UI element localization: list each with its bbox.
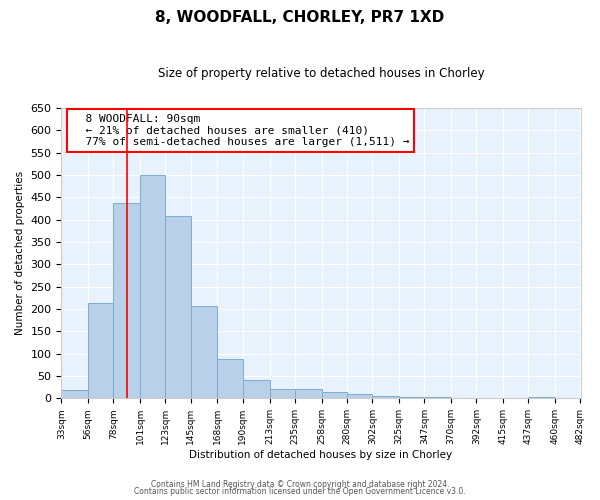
Bar	[399, 397, 424, 398]
Bar	[140, 175, 166, 398]
Bar	[243, 380, 269, 398]
Bar	[166, 216, 191, 398]
Bar	[529, 396, 555, 398]
Bar	[217, 360, 243, 399]
Text: Contains public sector information licensed under the Open Government Licence v3: Contains public sector information licen…	[134, 487, 466, 496]
Bar	[322, 392, 347, 398]
Bar	[113, 203, 140, 398]
Bar	[373, 396, 399, 398]
Text: 8 WOODFALL: 90sqm
  ← 21% of detached houses are smaller (410)
  77% of semi-det: 8 WOODFALL: 90sqm ← 21% of detached hous…	[72, 114, 409, 147]
Bar	[61, 390, 88, 398]
Text: 8, WOODFALL, CHORLEY, PR7 1XD: 8, WOODFALL, CHORLEY, PR7 1XD	[155, 10, 445, 25]
Bar	[191, 306, 217, 398]
Text: Contains HM Land Registry data © Crown copyright and database right 2024.: Contains HM Land Registry data © Crown c…	[151, 480, 449, 489]
Bar	[295, 390, 322, 398]
Bar	[269, 388, 295, 398]
Bar	[347, 394, 373, 398]
Bar	[88, 303, 113, 398]
Y-axis label: Number of detached properties: Number of detached properties	[15, 171, 25, 336]
Bar	[424, 397, 451, 398]
Title: Size of property relative to detached houses in Chorley: Size of property relative to detached ho…	[158, 68, 484, 80]
X-axis label: Distribution of detached houses by size in Chorley: Distribution of detached houses by size …	[190, 450, 452, 460]
